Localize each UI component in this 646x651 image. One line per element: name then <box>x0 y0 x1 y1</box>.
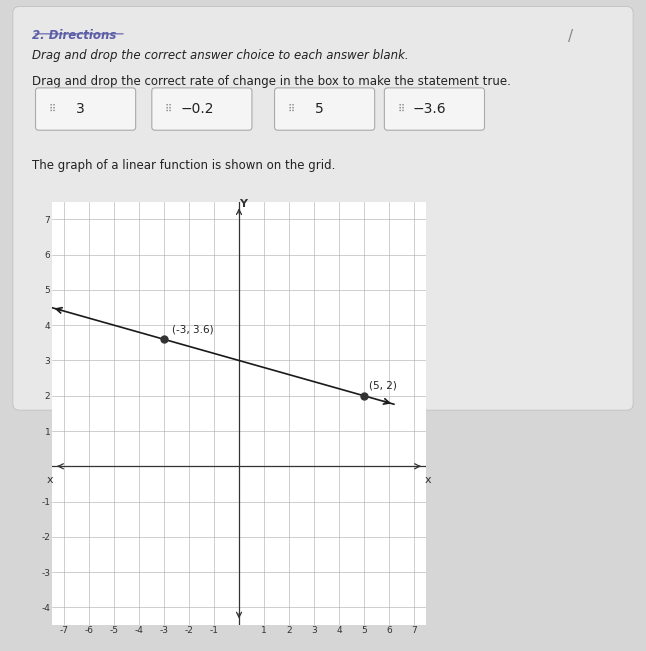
Text: Drag and drop the correct answer choice to each answer blank.: Drag and drop the correct answer choice … <box>32 49 409 62</box>
Text: x: x <box>425 475 432 486</box>
Text: −3.6: −3.6 <box>413 102 446 116</box>
Text: Y: Y <box>239 199 247 209</box>
FancyBboxPatch shape <box>13 7 633 410</box>
Text: −0.2: −0.2 <box>180 102 214 116</box>
FancyBboxPatch shape <box>384 88 484 130</box>
Text: ⠿: ⠿ <box>287 104 295 114</box>
Text: 3: 3 <box>76 102 85 116</box>
FancyBboxPatch shape <box>275 88 375 130</box>
Text: ⠿: ⠿ <box>165 104 172 114</box>
FancyBboxPatch shape <box>152 88 252 130</box>
Text: 5: 5 <box>315 102 324 116</box>
Text: (5, 2): (5, 2) <box>369 380 397 391</box>
Text: x: x <box>47 475 53 486</box>
Text: The graph of a linear function is shown on the grid.: The graph of a linear function is shown … <box>32 159 336 173</box>
Text: Drag and drop the correct rate of change in the box to make the statement true.: Drag and drop the correct rate of change… <box>32 75 511 88</box>
Text: /: / <box>568 29 574 44</box>
Text: ⠿: ⠿ <box>48 104 56 114</box>
Text: (-3, 3.6): (-3, 3.6) <box>172 324 213 334</box>
Text: ⠿: ⠿ <box>397 104 404 114</box>
Text: 2. Directions: 2. Directions <box>32 29 117 42</box>
FancyBboxPatch shape <box>36 88 136 130</box>
